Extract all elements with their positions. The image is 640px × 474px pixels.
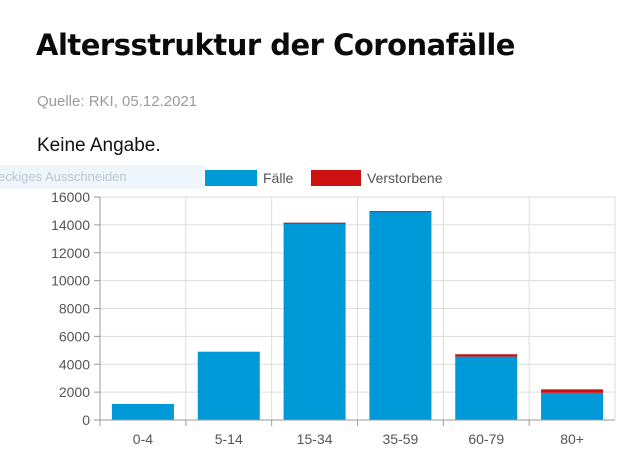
x-tick-label: 0-4	[133, 431, 153, 447]
bar-verstorbene-60-79[interactable]	[455, 354, 518, 357]
bar-verstorbene-35-59[interactable]	[369, 211, 432, 213]
y-tick-label: 0	[82, 412, 90, 428]
source-line: Quelle: RKI, 05.12.2021	[37, 93, 198, 110]
bar-faelle-5-14[interactable]	[197, 351, 260, 420]
y-tick-label: 2000	[59, 384, 90, 400]
gridlines	[99, 196, 616, 421]
y-tick-label: 16000	[51, 189, 90, 205]
bar-faelle-80+[interactable]	[541, 392, 604, 420]
legend: Fälle Verstorbene	[205, 170, 443, 186]
snipping-tooltip: eckiges Ausschneiden	[0, 165, 204, 189]
y-tick-label: 6000	[59, 328, 90, 344]
bar-faelle-0-4[interactable]	[111, 403, 174, 420]
x-tick-label: 60-79	[468, 431, 504, 447]
bars	[111, 211, 604, 420]
legend-item-verstorbene[interactable]: Verstorbene	[311, 170, 443, 186]
legend-label: Verstorbene	[367, 170, 443, 186]
y-axis: 0 2000 4000 6000 8000 10000 12000 14000 16000	[51, 189, 101, 428]
tooltip-text: eckiges Ausschneiden	[0, 169, 127, 184]
x-tick-label: 5-14	[215, 431, 243, 447]
y-tick-label: 14000	[51, 217, 90, 233]
bar-faelle-60-79[interactable]	[455, 356, 518, 420]
bar-faelle-15-34[interactable]	[283, 222, 346, 420]
y-tick-label: 4000	[59, 356, 90, 372]
legend-swatch	[205, 170, 257, 186]
x-tick-label: 15-34	[297, 431, 333, 447]
x-axis: 0-4 5-14 15-34 35-59 60-79 80+	[99, 419, 615, 447]
y-tick-label: 10000	[51, 273, 90, 289]
x-tick-label: 80+	[560, 431, 584, 447]
legend-item-faelle[interactable]: Fälle	[205, 170, 294, 186]
x-tick-label: 35-59	[383, 431, 419, 447]
y-tick-label: 12000	[51, 245, 90, 261]
legend-swatch	[311, 170, 361, 186]
bar-verstorbene-15-34[interactable]	[283, 222, 346, 224]
legend-label: Fälle	[263, 170, 294, 186]
chart-title: Altersstruktur der Coronafälle	[36, 28, 515, 62]
y-tick-label: 8000	[59, 301, 90, 317]
bar-faelle-35-59[interactable]	[369, 211, 432, 420]
bar-chart: 0 2000 4000 6000 8000 10000 12000 14000 16000 0-…	[51, 170, 616, 447]
note-text: Keine Angabe.	[37, 135, 161, 156]
bar-verstorbene-80+[interactable]	[541, 389, 604, 393]
